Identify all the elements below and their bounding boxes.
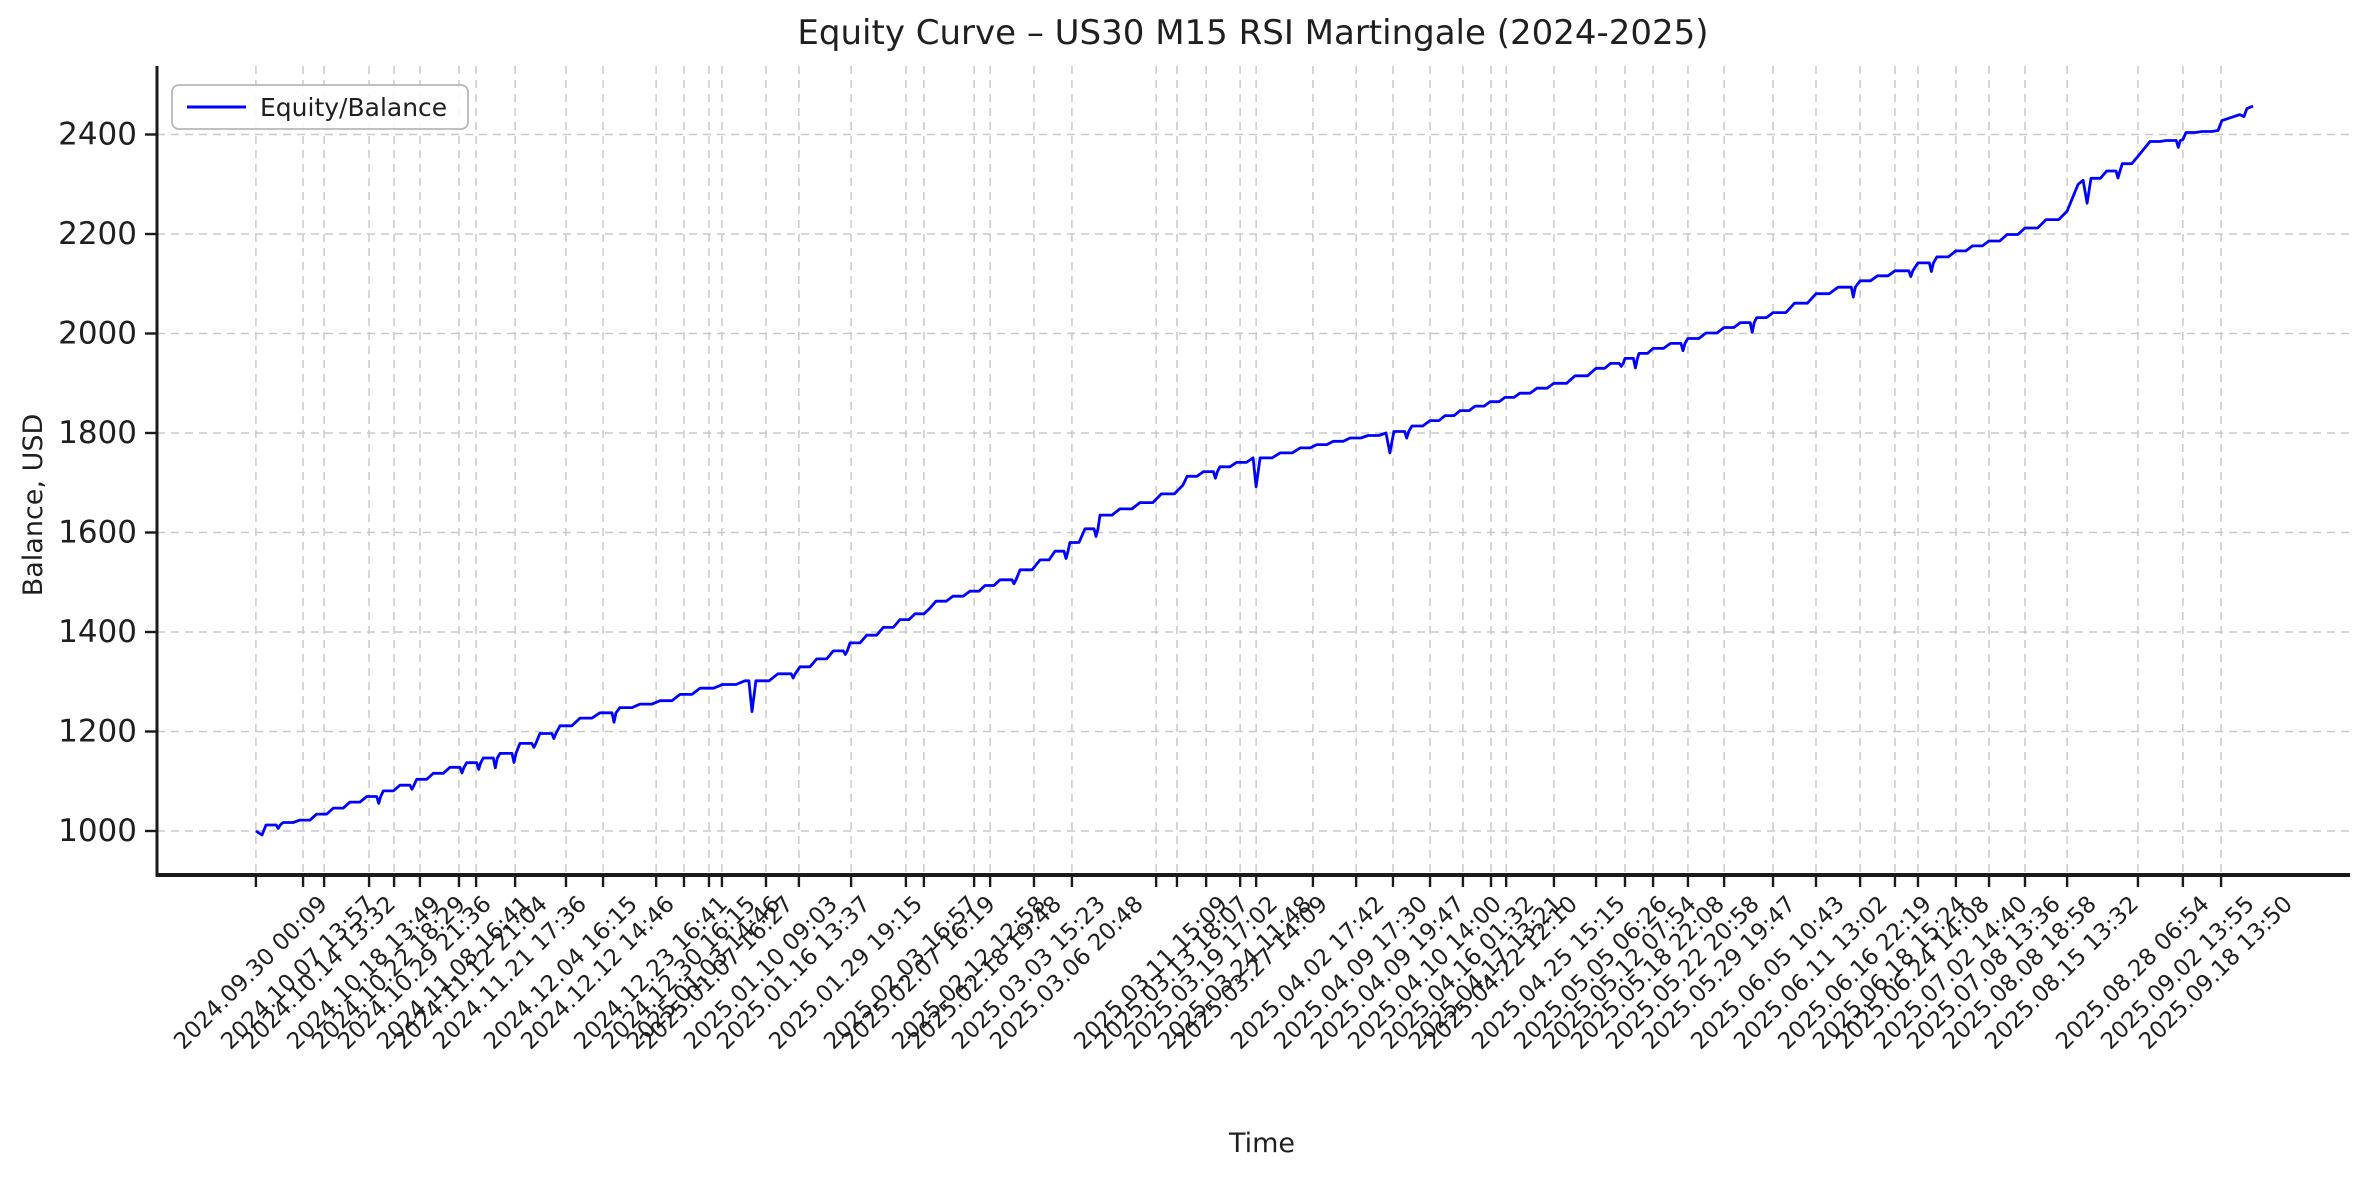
- legend-entry-label: Equity/Balance: [260, 93, 447, 122]
- y-tick-label: 1200: [58, 714, 137, 750]
- y-tick-label: 1800: [58, 415, 137, 451]
- chart-title: Equity Curve – US30 M15 RSI Martingale (…: [797, 13, 1708, 53]
- y-tick-label: 1000: [58, 813, 137, 849]
- x-axis-label: Time: [1228, 1128, 1295, 1159]
- y-tick-label: 2200: [58, 216, 137, 252]
- grid-layer: [157, 66, 2350, 875]
- y-tick-label: 2400: [58, 117, 137, 153]
- y-tick-label: 2000: [58, 316, 137, 352]
- tick-layer: 100012001400160018002000220024002024.09.…: [58, 117, 2298, 1055]
- equity-curve-line: [255, 104, 2254, 837]
- y-tick-label: 1400: [58, 614, 137, 650]
- legend: Equity/Balance: [171, 84, 469, 130]
- y-tick-label: 1600: [58, 515, 137, 551]
- legend-box: [171, 84, 469, 130]
- y-axis-label: Balance, USD: [18, 414, 49, 597]
